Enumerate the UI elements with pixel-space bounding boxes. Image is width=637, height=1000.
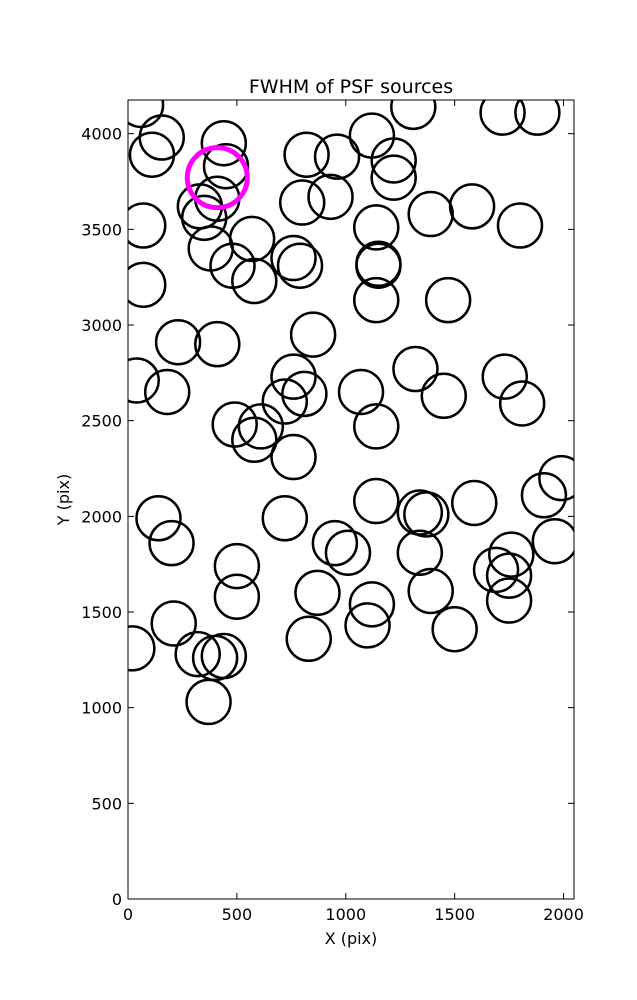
source-marker: [128, 357, 160, 404]
source-marker: [213, 573, 261, 620]
source-marker: [396, 529, 444, 576]
source-marker: [353, 276, 400, 324]
source-marker: [311, 519, 359, 567]
source-marker: [231, 257, 278, 305]
y-tick-label: 3000: [81, 316, 122, 335]
source-marker: [451, 479, 498, 527]
source-marker: [270, 234, 317, 282]
x-tick-label: 500: [222, 905, 253, 924]
source-marker: [485, 577, 533, 624]
source-marker: [128, 131, 176, 178]
source-marker: [344, 602, 391, 649]
source-marker: [353, 477, 400, 525]
source-marker: [261, 495, 309, 542]
source-marker: [283, 131, 330, 178]
source-marker: [313, 133, 361, 180]
source-marker: [154, 318, 202, 366]
source-marker: [448, 183, 496, 230]
source-marker: [285, 615, 333, 663]
source-marker: [128, 100, 165, 129]
source-marker: [353, 403, 400, 450]
source-marker: [180, 194, 228, 242]
source-marker: [211, 401, 258, 448]
source-marker: [289, 311, 337, 358]
y-tick-label: 2500: [81, 412, 122, 431]
source-marker: [355, 242, 402, 289]
source-marker: [370, 137, 417, 184]
y-axis-title: Y (pix): [54, 474, 73, 526]
source-marker: [348, 112, 396, 159]
source-marker: [231, 416, 278, 464]
source-marker: [270, 353, 317, 400]
source-marker: [281, 370, 328, 418]
source-marker: [261, 378, 309, 425]
y-tick-label: 1500: [81, 603, 122, 622]
plot-frame: [127, 99, 575, 900]
source-marker: [424, 276, 472, 324]
source-marker: [488, 531, 535, 578]
source-marker: [135, 495, 182, 542]
source-marker: [278, 179, 326, 226]
source-marker: [353, 204, 400, 251]
source-marker: [294, 569, 341, 617]
source-marker: [200, 119, 248, 167]
source-marker: [194, 320, 241, 368]
source-marker: [498, 380, 546, 427]
highlighted-source-marker: [184, 145, 250, 211]
source-marker: [213, 542, 261, 590]
source-marker: [407, 190, 454, 238]
source-marker: [150, 600, 197, 647]
source-marker: [348, 581, 396, 628]
source-marker: [128, 261, 167, 309]
source-marker: [481, 353, 528, 400]
source-marker: [185, 678, 232, 726]
source-marker: [485, 552, 533, 599]
source-marker: [237, 403, 285, 450]
source-marker: [276, 242, 324, 289]
y-tick-label: 1000: [81, 699, 122, 718]
source-marker: [202, 142, 250, 190]
plot-marks: [128, 100, 574, 726]
source-marker: [200, 632, 248, 680]
source-marker: [174, 630, 221, 678]
y-tick-label: 4000: [81, 125, 122, 144]
y-tick-label: 3500: [81, 220, 122, 239]
x-tick-label: 2000: [543, 905, 584, 924]
x-tick-label: 1500: [434, 905, 475, 924]
x-axis-title: X (pix): [325, 929, 378, 948]
source-marker: [420, 372, 468, 420]
x-tick-label: 0: [123, 905, 133, 924]
source-marker: [128, 625, 156, 672]
source-marker: [538, 454, 574, 502]
source-marker: [143, 368, 191, 416]
source-marker: [337, 368, 385, 416]
y-tick-label: 0: [112, 890, 122, 909]
source-marker: [228, 215, 276, 263]
chart-title: FWHM of PSF sources: [249, 76, 453, 98]
source-marker: [324, 529, 372, 576]
source-marker: [514, 100, 561, 136]
source-marker: [390, 100, 437, 131]
source-marker: [403, 491, 450, 538]
source-marker: [392, 345, 439, 393]
source-marker: [370, 154, 417, 201]
source-marker: [407, 567, 454, 615]
source-marker: [496, 202, 544, 249]
source-marker: [431, 605, 478, 653]
source-marker: [479, 100, 526, 136]
axes: 0 500 1000 1500 2000 0 500 1000 1500 2000 2500 3000…: [81, 100, 584, 924]
x-tick-label: 1000: [325, 905, 366, 924]
source-marker: [148, 519, 195, 567]
source-marker: [531, 517, 574, 565]
source-marker: [138, 114, 186, 161]
y-tick-label: 2000: [81, 507, 122, 526]
source-marker: [128, 202, 167, 249]
source-marker: [270, 433, 317, 481]
source-marker: [520, 472, 568, 519]
y-tick-label: 500: [91, 794, 122, 813]
source-marker: [307, 173, 354, 221]
